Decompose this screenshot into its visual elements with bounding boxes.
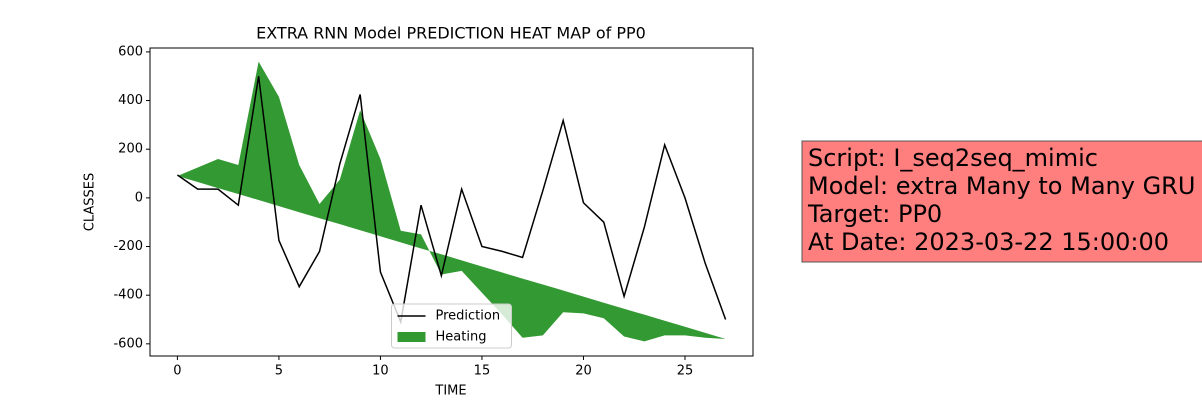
x-axis-label: TIME <box>434 384 466 399</box>
y-tick-label: -600 <box>113 336 143 351</box>
x-tick-label: 5 <box>275 364 283 379</box>
y-tick-label: 0 <box>135 190 143 205</box>
x-tick-label: 25 <box>677 364 694 379</box>
y-tick-label: -400 <box>113 288 143 303</box>
legend-swatch <box>397 332 426 342</box>
legend-label: Heating <box>436 330 487 345</box>
heating-area <box>177 61 726 342</box>
y-tick-label: 200 <box>118 142 143 157</box>
annotation-line: Script: I_seq2seq_mimic <box>808 144 1098 172</box>
x-tick-label: 20 <box>575 364 592 379</box>
y-tick-label: 400 <box>118 93 143 108</box>
y-axis-label: CLASSES <box>83 173 98 231</box>
x-tick-label: 10 <box>372 364 389 379</box>
chart-title: EXTRA RNN Model PREDICTION HEAT MAP of P… <box>256 24 646 43</box>
y-tick-label: -200 <box>113 239 143 254</box>
x-tick-label: 0 <box>173 364 181 379</box>
annotation-line: Target: PP0 <box>807 200 942 228</box>
x-tick-label: 15 <box>474 364 491 379</box>
y-tick-label: 600 <box>118 44 143 59</box>
legend-label: Prediction <box>436 309 501 324</box>
annotation-line: At Date: 2023-03-22 15:00:00 <box>808 228 1169 256</box>
annotation-line: Model: extra Many to Many GRU <box>808 172 1195 200</box>
annotation-box <box>801 140 1202 263</box>
prediction-line <box>176 76 727 325</box>
plot-frame <box>149 47 754 357</box>
